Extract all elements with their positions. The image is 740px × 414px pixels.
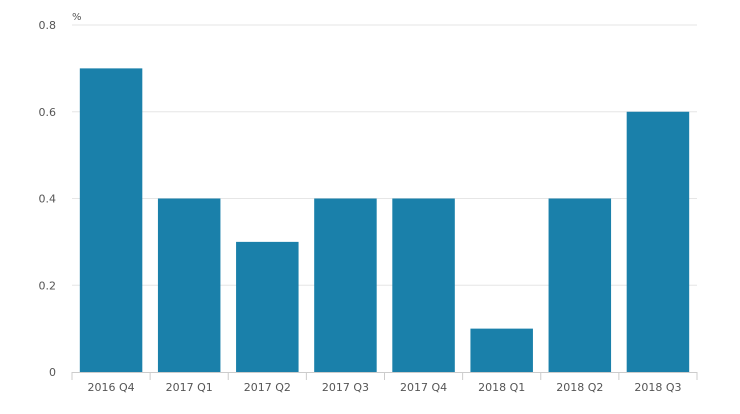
x-tick-label: 2018 Q3	[634, 381, 681, 394]
bar	[157, 198, 221, 372]
y-tick-label: 0	[49, 366, 56, 379]
x-axis-ticks: 2016 Q4 2017 Q1 2017 Q2 2017 Q3 2017 Q4 2018 …	[87, 381, 681, 394]
x-tick-label: 2017 Q1	[166, 381, 213, 394]
bar	[548, 198, 612, 372]
x-tick-label: 2018 Q2	[556, 381, 603, 394]
bar	[236, 241, 299, 372]
x-tick-label: 2017 Q2	[244, 381, 291, 394]
bar	[626, 111, 690, 372]
y-tick-label: 0.6	[39, 106, 57, 119]
y-axis-unit-label: %	[72, 12, 82, 23]
x-tick-label: 2017 Q4	[400, 381, 447, 394]
x-tick-label: 2016 Q4	[87, 381, 134, 394]
bars	[79, 68, 690, 372]
x-tick-label: 2017 Q3	[322, 381, 369, 394]
x-tick-label: 2018 Q1	[478, 381, 525, 394]
y-tick-label: 0.8	[39, 19, 57, 32]
bar	[79, 68, 143, 372]
x-axis	[71, 372, 698, 380]
bar	[314, 198, 377, 372]
bar	[470, 328, 533, 372]
y-tick-label: 0.4	[39, 193, 57, 206]
y-tick-label: 0.2	[39, 279, 57, 292]
bar	[392, 198, 455, 372]
y-axis-ticks: 0 0.2 0.4 0.6 0.8	[39, 19, 57, 379]
